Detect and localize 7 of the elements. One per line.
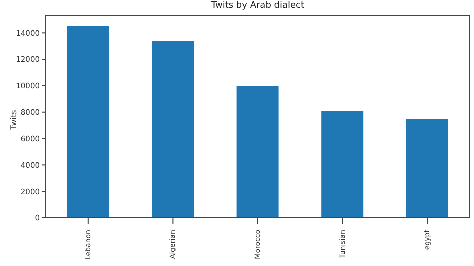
bar <box>406 118 448 218</box>
bar <box>236 86 279 218</box>
chart-title: Twits by Arab dialect <box>210 1 306 11</box>
bar <box>322 111 364 218</box>
bar <box>67 26 110 218</box>
y-axis-title: Twits <box>10 110 18 131</box>
bar <box>152 41 194 218</box>
